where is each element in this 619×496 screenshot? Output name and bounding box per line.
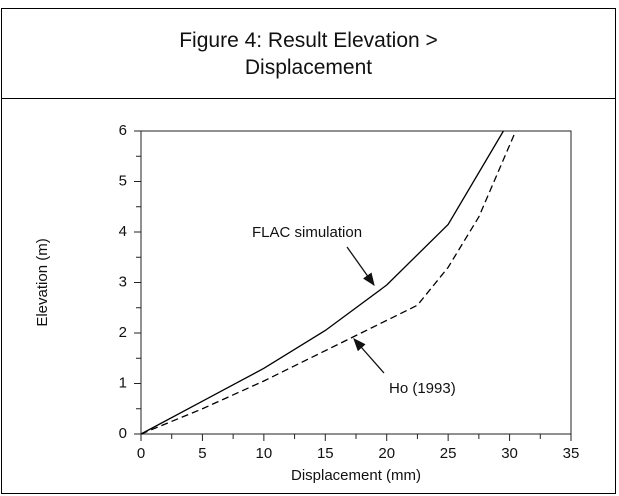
- series-line: [140, 130, 504, 435]
- arrow: [346, 246, 375, 287]
- y-tick-label: 5: [119, 172, 127, 189]
- series-line: [140, 130, 517, 435]
- x-axis-label: Displacement (mm): [291, 467, 421, 484]
- x-tick-label: 25: [440, 445, 457, 462]
- y-tick-label: 4: [119, 223, 127, 240]
- y-tick-label: 3: [119, 273, 127, 290]
- chart: 0 5 10 15 20 25 30 35 0 1 2 3 4 5 6 Displacement (mm) El…: [34, 122, 580, 484]
- x-tick-label: 30: [501, 445, 518, 462]
- y-tick-label: 0: [119, 425, 127, 442]
- figure-box: Figure 4: Result Elevation > Displacemen…: [1, 8, 616, 494]
- y-tick-label: 6: [119, 122, 127, 139]
- arrow: [353, 338, 385, 374]
- x-tick-label: 10: [256, 445, 273, 462]
- series-label: Ho (1993): [389, 380, 456, 397]
- header: Figure 4: Result Elevation > Displacemen…: [2, 9, 615, 99]
- x-tick-label: 35: [563, 445, 580, 462]
- x-tick-label: 20: [378, 445, 395, 462]
- plot-frame: [140, 130, 572, 435]
- series-label: FLAC simulation: [252, 224, 362, 241]
- y-axis-label: Elevation (m): [34, 238, 51, 326]
- chart-title: Figure 4: Result Elevation > Displacemen…: [179, 28, 438, 79]
- y-tick-label: 1: [119, 374, 127, 391]
- x-tick-label: 0: [137, 445, 145, 462]
- y-tick-label: 2: [119, 324, 127, 341]
- x-tick-label: 15: [317, 445, 334, 462]
- x-tick-label: 5: [198, 445, 206, 462]
